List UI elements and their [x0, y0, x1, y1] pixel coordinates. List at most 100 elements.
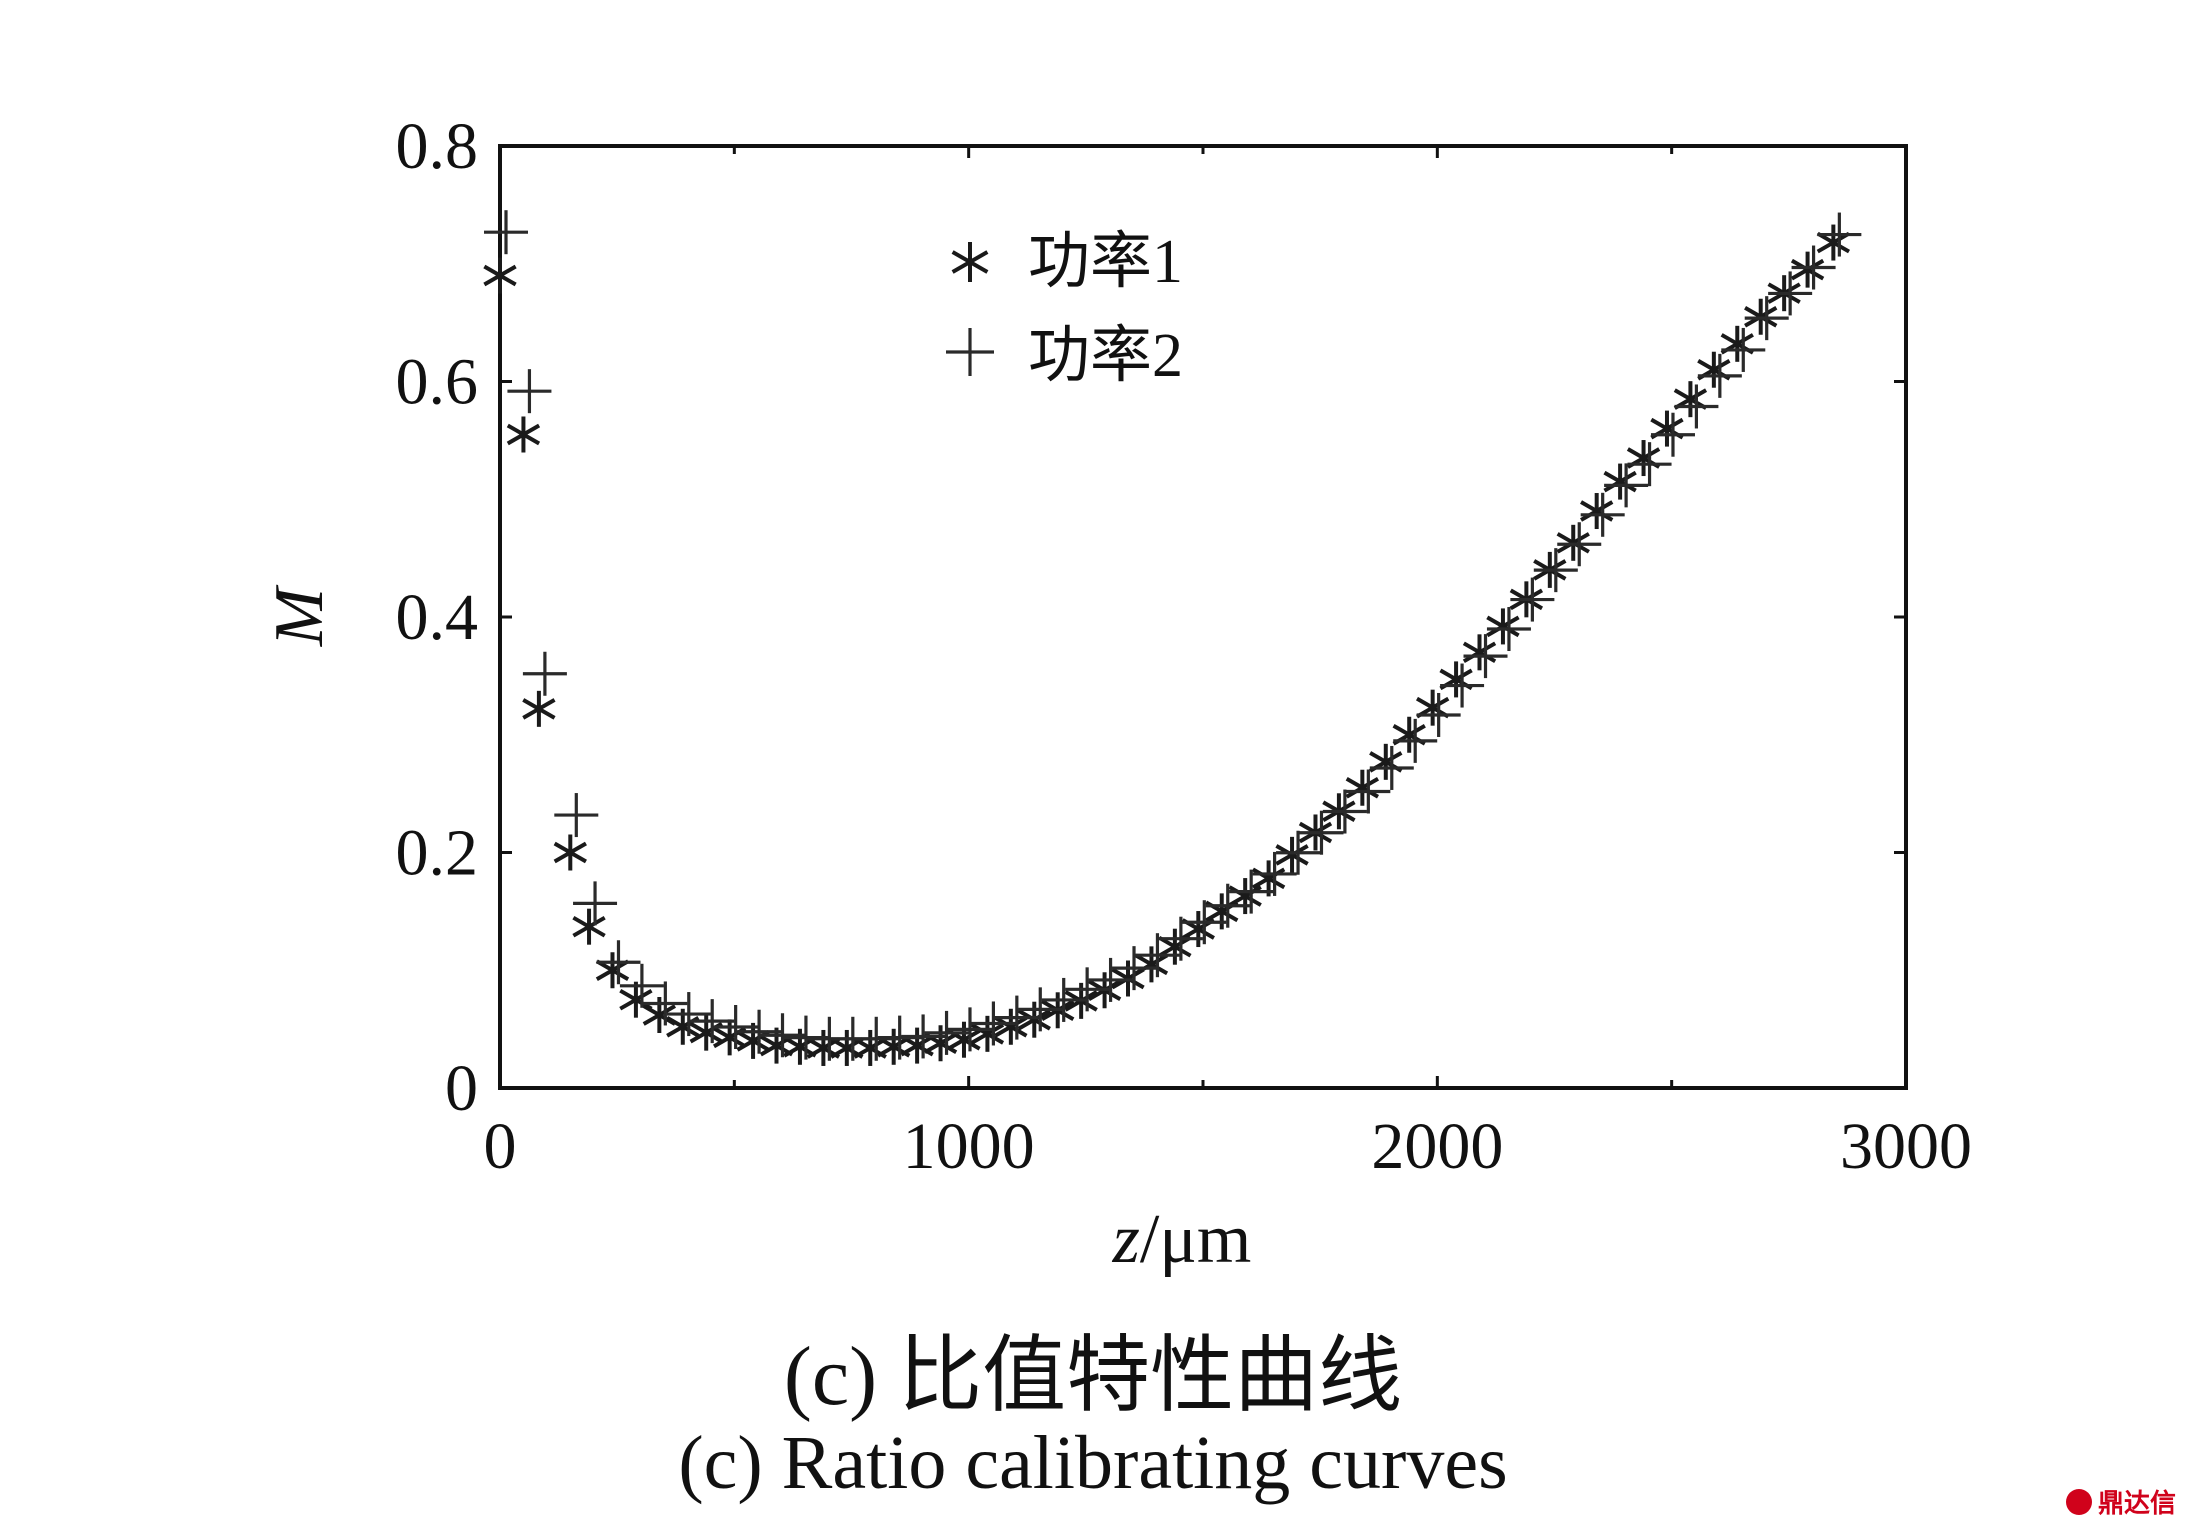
data-point-series-2 — [1299, 810, 1344, 855]
data-point-series-1 — [1650, 410, 1684, 447]
data-point-series-2 — [522, 651, 567, 696]
data-point-series-2 — [1557, 522, 1602, 567]
x-axis-unit: /μm — [1140, 1201, 1251, 1278]
data-point-series-2 — [1018, 987, 1063, 1032]
data-point-series-1 — [1580, 493, 1614, 530]
data-points — [483, 210, 1862, 1066]
data-point-series-2 — [1416, 692, 1461, 737]
data-point-series-1 — [572, 908, 606, 945]
data-point-series-2 — [1674, 384, 1719, 429]
data-point-series-1 — [994, 1008, 1028, 1045]
legend-marker-plus — [946, 328, 994, 376]
figure-caption-english: (c) Ratio calibrating curves — [678, 1421, 1508, 1505]
data-point-series-1 — [830, 1029, 864, 1066]
data-point-series-1 — [1392, 716, 1426, 753]
plot-frame — [498, 144, 1908, 1090]
y-tick-label: 0.4 — [396, 581, 479, 654]
data-point-series-1 — [1626, 440, 1661, 477]
data-point-series-1 — [806, 1029, 841, 1066]
legend-marker-asterisk — [951, 242, 989, 282]
y-tick-label: 0 — [445, 1052, 478, 1125]
legend-plus-glyph — [946, 328, 994, 376]
data-point-series-2 — [1252, 851, 1297, 896]
data-point-series-1 — [1720, 325, 1754, 362]
data-point-series-2 — [924, 1010, 969, 1055]
data-point-series-2 — [1440, 663, 1485, 708]
data-point-series-1 — [1790, 251, 1825, 288]
data-point-series-2 — [1276, 830, 1321, 875]
data-point-series-2 — [1604, 463, 1649, 508]
data-point-series-1 — [1697, 351, 1731, 388]
data-point-series-2 — [947, 1007, 992, 1052]
data-point-series-2 — [1768, 271, 1813, 316]
data-point-series-2 — [971, 1001, 1016, 1046]
data-point-series-1 — [1345, 769, 1380, 806]
data-point-series-1 — [1816, 224, 1851, 261]
data-point-series-2 — [1721, 327, 1766, 372]
tick-labels: 0 1000 2000 3000 0 0.2 0.4 0.6 0.8 — [396, 110, 1973, 1183]
data-point-series-2 — [596, 940, 641, 985]
legend-label-series-2: 功率2 — [1028, 322, 1183, 390]
data-point-series-2 — [1510, 577, 1555, 622]
data-point-series-2 — [1205, 883, 1250, 928]
data-point-series-1 — [1158, 928, 1192, 965]
watermark-logo-icon — [2065, 1488, 2092, 1515]
data-point-series-2 — [1697, 353, 1742, 398]
data-point-series-1 — [522, 690, 556, 727]
x-tick-label: 1000 — [903, 1110, 1035, 1183]
data-point-series-1 — [1017, 1001, 1051, 1038]
data-point-series-1 — [553, 834, 587, 871]
legend-label-series-1: 功率1 — [1028, 228, 1183, 296]
data-point-series-1 — [1486, 608, 1520, 645]
data-point-series-2 — [1817, 212, 1862, 257]
data-point-series-1 — [506, 416, 541, 453]
legend: 功率1 功率2 — [946, 228, 1183, 390]
data-point-series-2 — [643, 981, 688, 1026]
data-point-series-2 — [1135, 933, 1180, 978]
data-point-series-1 — [1439, 661, 1473, 698]
data-point-series-2 — [901, 1014, 946, 1059]
data-point-series-2 — [713, 1005, 758, 1050]
data-point-series-2 — [1088, 957, 1133, 1002]
data-point-series-1 — [1673, 381, 1708, 418]
axis-ticks — [498, 144, 1908, 1090]
data-point-series-2 — [1112, 946, 1157, 991]
data-point-series-1 — [853, 1029, 887, 1066]
data-point-series-1 — [877, 1028, 911, 1065]
data-point-series-2 — [554, 793, 599, 838]
data-point-series-2 — [573, 881, 618, 926]
data-point-series-2 — [507, 369, 552, 414]
data-point-series-2 — [994, 995, 1039, 1040]
y-axis-title: M — [261, 584, 338, 647]
data-point-series-1 — [1134, 946, 1169, 983]
data-point-series-2 — [1369, 745, 1414, 790]
y-tick-label: 0.6 — [396, 346, 479, 419]
data-point-series-2 — [737, 1009, 782, 1054]
x-tick-label: 3000 — [1840, 1110, 1972, 1183]
data-point-series-2 — [1463, 634, 1508, 679]
data-point-series-2 — [1533, 548, 1578, 593]
x-axis-title: z/μm — [1112, 1201, 1252, 1278]
data-point-series-2 — [1041, 977, 1086, 1022]
data-point-series-1 — [1603, 463, 1637, 500]
x-tick-label: 0 — [484, 1110, 517, 1183]
data-point-series-1 — [595, 952, 630, 989]
data-point-series-1 — [1462, 634, 1497, 671]
data-point-series-2 — [1182, 900, 1227, 945]
data-point-series-2 — [1791, 245, 1836, 290]
data-point-series-2 — [1580, 492, 1625, 537]
x-tick-label: 2000 — [1371, 1110, 1503, 1183]
data-point-series-2 — [1322, 789, 1367, 834]
data-point-series-2 — [690, 999, 735, 1044]
data-point-series-2 — [619, 963, 664, 1008]
watermark: 鼎达信 — [2065, 1483, 2176, 1520]
data-point-series-2 — [484, 210, 528, 255]
data-point-series-2 — [1346, 769, 1391, 814]
data-point-series-2 — [1627, 442, 1672, 487]
data-point-series-1 — [1415, 689, 1450, 726]
legend-asterisk-glyph — [951, 242, 989, 282]
y-tick-label: 0.2 — [396, 817, 479, 890]
x-axis-variable: z — [1112, 1201, 1140, 1278]
data-point-series-2 — [1065, 967, 1110, 1012]
data-point-series-2 — [1229, 869, 1274, 914]
